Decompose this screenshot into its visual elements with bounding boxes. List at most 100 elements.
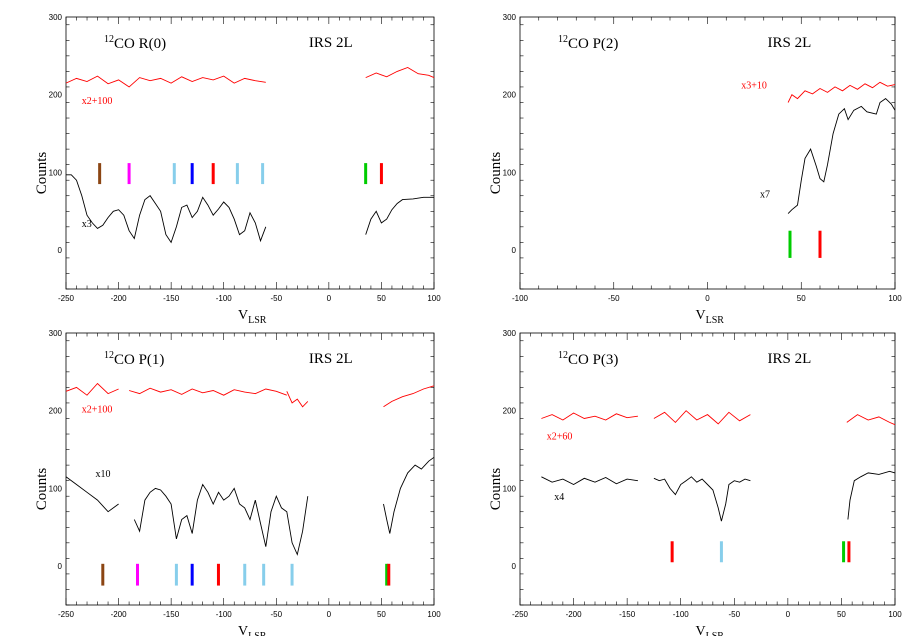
co-p2-annotation: x7 <box>760 189 770 200</box>
co-r0-x-tick-label: -50 <box>271 294 283 303</box>
co-r0-target-label: IRS 2L <box>309 35 353 51</box>
co-p3-annotation: x4 <box>554 492 564 503</box>
co-p2-series-line-red-0 <box>787 81 896 103</box>
co-p1-x-tick-label: -200 <box>111 610 128 619</box>
co-p3-series-line-black-3 <box>541 476 638 486</box>
co-p1-plot-frame <box>65 332 435 606</box>
co-p1-x-tick-label: -100 <box>216 610 233 619</box>
co-r0-annotation: x3 <box>82 219 92 230</box>
co-p1-series-line-black-4 <box>65 476 119 513</box>
co-p3-x-axis-label: VLSR <box>696 624 725 636</box>
co-p1-y-tick-label: 200 <box>49 407 63 416</box>
co-r0-series-line-red-1 <box>365 67 435 79</box>
co-r0-y-tick-label: 200 <box>49 91 63 100</box>
co-p2-y-tick-label: 0 <box>512 246 517 255</box>
co-p3-plot-frame <box>519 332 896 606</box>
co-p3-title-text: CO P(3) <box>568 352 618 368</box>
co-r0-series-line-black-3 <box>365 196 434 235</box>
co-p2-x-tick-label: 100 <box>888 294 902 303</box>
co-p3-x-tick-label: -100 <box>673 610 690 619</box>
co-p1-y-tick-label: 300 <box>49 329 63 338</box>
co-p3-x-tick-label: -250 <box>512 610 529 619</box>
co-p3-series-line-black-4 <box>653 476 751 522</box>
co-p2-y-tick-label: 200 <box>503 91 517 100</box>
co-p3-y-tick-label: 300 <box>503 329 517 338</box>
co-r0-x-axis-label-text: V <box>238 308 248 323</box>
co-p1-annotation: x2+100 <box>82 404 113 415</box>
co-p2-title-superscript: 12 <box>558 34 568 45</box>
co-p1-series-line-red-2 <box>286 391 309 408</box>
co-p2-x-tick-label: -100 <box>512 294 529 303</box>
co-p1-x-axis-label: VLSR <box>238 624 267 636</box>
co-p2-series-line-black-1 <box>787 98 896 214</box>
co-p3-x-tick-label: 100 <box>888 610 902 619</box>
co-p3-annotation: x2+60 <box>547 431 573 442</box>
co-p1-x-tick-label: 100 <box>427 610 441 619</box>
co-p1-series-line-red-0 <box>65 382 119 396</box>
co-r0-x-axis-label-subscript: LSR <box>248 315 267 326</box>
co-r0-y-tick-label: 0 <box>58 246 63 255</box>
co-p3-y-axis-label: Counts <box>488 468 504 511</box>
co-p2-target-label: IRS 2L <box>768 35 812 51</box>
co-p3-y-tick-label: 0 <box>512 562 517 571</box>
co-p1-target-label: IRS 2L <box>309 351 353 367</box>
co-r0-y-tick-label: 300 <box>49 13 63 22</box>
co-p3-series-line-black-5 <box>847 470 896 520</box>
co-p1-title: 12CO P(1) <box>104 350 164 368</box>
co-r0-series-line-black-2 <box>66 174 267 244</box>
co-p3-y-tick-label: 100 <box>503 484 517 493</box>
co-r0-x-tick-label: 100 <box>427 294 441 303</box>
co-r0-x-tick-label: 0 <box>327 294 332 303</box>
co-p3-x-tick-label: 0 <box>786 610 791 619</box>
co-p2-y-tick-label: 100 <box>503 168 517 177</box>
co-r0-x-tick-label: 50 <box>377 294 386 303</box>
co-p3-title: 12CO P(3) <box>558 350 618 368</box>
co-r0-y-tick-label: 100 <box>49 168 63 177</box>
co-p3-x-tick-label: 50 <box>837 610 846 619</box>
co-r0-x-tick-label: -150 <box>163 294 180 303</box>
co-p1-panel: -250 -200 -150 -100 -50 0 50 100 0 100 200 300 x2+10… <box>34 329 441 636</box>
co-p2-x-axis-label: VLSR <box>696 308 725 326</box>
co-p1-title-text: CO P(1) <box>114 352 164 368</box>
co-p1-series-line-red-3 <box>383 385 435 408</box>
co-r0-y-axis-label: Counts <box>34 152 50 195</box>
co-r0-plot-frame <box>65 16 435 290</box>
co-p2-title: 12CO P(2) <box>558 34 618 52</box>
co-r0-x-tick-label: -100 <box>216 294 233 303</box>
co-p3-x-tick-label: -50 <box>729 610 741 619</box>
co-p1-x-axis-label-subscript: LSR <box>248 631 267 636</box>
co-p1-x-axis-label-text: V <box>238 624 248 636</box>
co-p1-y-tick-label: 0 <box>58 562 63 571</box>
co-p2-title-text: CO P(2) <box>568 36 618 52</box>
co-p1-series-line-red-1 <box>128 387 287 396</box>
co-p1-title-superscript: 12 <box>104 350 114 361</box>
co-r0-series-line-red-0 <box>65 75 266 88</box>
co-r0-title-text: CO R(0) <box>114 36 166 52</box>
co-r0-x-tick-label: -250 <box>58 294 75 303</box>
co-p3-title-superscript: 12 <box>558 350 568 361</box>
co-p2-x-tick-label: 0 <box>705 294 710 303</box>
co-p3-series-line-red-2 <box>846 414 896 426</box>
co-p1-x-tick-label: 50 <box>377 610 386 619</box>
co-r0-title-superscript: 12 <box>104 34 114 45</box>
co-p1-x-tick-label: -250 <box>58 610 75 619</box>
co-p1-x-tick-label: 0 <box>327 610 332 619</box>
co-p2-x-tick-label: 50 <box>797 294 806 303</box>
co-p3-panel: -250 -200 -150 -100 -50 0 50 100 0 100 200 300 x2+60… <box>488 329 902 636</box>
co-r0-annotation: x2+100 <box>82 96 113 107</box>
co-p2-x-tick-label: -50 <box>608 294 620 303</box>
co-r0-title: 12CO R(0) <box>104 34 166 52</box>
co-p1-x-tick-label: -150 <box>163 610 180 619</box>
co-p3-x-axis-label-text: V <box>696 624 706 636</box>
co-p1-x-tick-label: -50 <box>271 610 283 619</box>
co-p2-annotation: x3+10 <box>741 80 767 91</box>
co-p1-series-line-black-5 <box>133 483 309 556</box>
co-r0-x-tick-label: -200 <box>111 294 128 303</box>
co-p3-x-axis-label-subscript: LSR <box>706 631 725 636</box>
co-p2-x-axis-label-subscript: LSR <box>706 315 725 326</box>
co-p2-x-axis-label-text: V <box>696 308 706 323</box>
co-p2-y-tick-label: 300 <box>503 13 517 22</box>
co-p2-panel: -100 -50 0 50 100 0 100 200 300 x3+10 x7 12CO P(2) I… <box>488 13 902 326</box>
co-p1-annotation: x10 <box>95 469 110 480</box>
